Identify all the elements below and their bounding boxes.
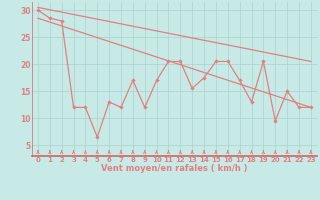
X-axis label: Vent moyen/en rafales ( km/h ): Vent moyen/en rafales ( km/h ) (101, 164, 248, 173)
